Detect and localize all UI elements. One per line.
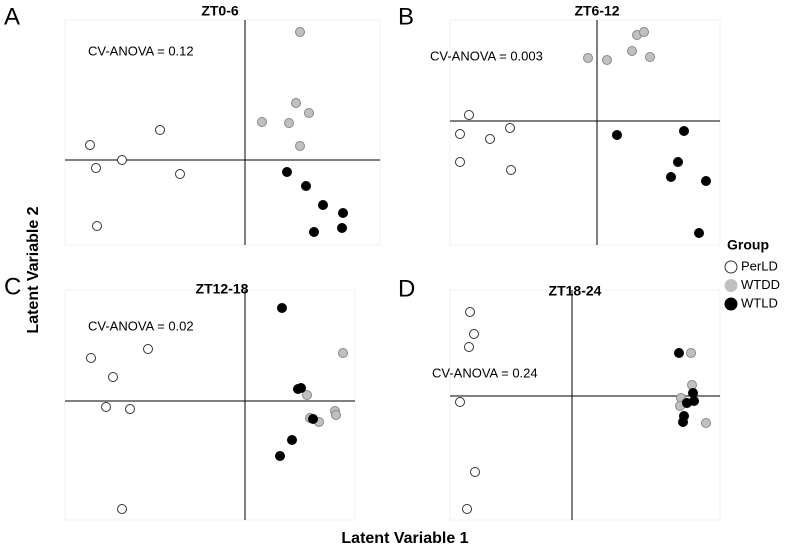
plot-area — [64, 19, 381, 246]
point — [86, 353, 96, 363]
point — [295, 141, 305, 151]
point — [682, 398, 692, 408]
point — [679, 126, 689, 136]
point — [485, 134, 495, 144]
panel-title: ZT0-6 — [201, 3, 239, 19]
point — [155, 125, 165, 135]
point — [694, 228, 704, 238]
point — [701, 418, 711, 428]
point — [304, 108, 314, 118]
point — [469, 329, 479, 339]
legend-marker — [724, 260, 738, 274]
point — [85, 140, 95, 150]
point — [257, 117, 267, 127]
point — [117, 155, 127, 165]
panel-letter: B — [398, 3, 414, 30]
annotation: CV-ANOVA = 0.12 — [88, 43, 194, 58]
point — [302, 390, 312, 400]
point — [287, 435, 297, 445]
point — [505, 123, 515, 133]
point — [602, 55, 612, 65]
panel-letter: C — [4, 273, 21, 300]
point — [470, 467, 480, 477]
panel-letter: A — [4, 3, 20, 30]
point — [338, 208, 348, 218]
point — [465, 307, 475, 317]
point — [301, 181, 311, 191]
point — [583, 53, 593, 63]
point — [686, 348, 696, 358]
point — [108, 372, 118, 382]
legend-marker — [724, 279, 738, 292]
point — [277, 303, 287, 313]
point — [282, 167, 292, 177]
panel-title: ZT18-24 — [549, 283, 602, 299]
point — [455, 397, 465, 407]
legend-title: Group — [727, 237, 769, 253]
x-axis-title: Latent Variable 1 — [341, 530, 468, 547]
point — [666, 172, 676, 182]
panel-title: ZT6-12 — [574, 3, 619, 19]
point — [117, 504, 127, 514]
point — [101, 402, 111, 412]
legend-label: WTLD — [741, 295, 778, 310]
plot-area — [64, 289, 356, 521]
point — [627, 46, 637, 56]
annotation: CV-ANOVA = 0.02 — [88, 318, 194, 333]
point — [125, 404, 135, 414]
point — [462, 504, 472, 514]
point — [92, 221, 102, 231]
point — [331, 410, 341, 420]
point — [275, 451, 285, 461]
point — [673, 157, 683, 167]
point — [318, 200, 328, 210]
point — [678, 417, 688, 427]
point — [464, 110, 474, 120]
annotation: CV-ANOVA = 0.24 — [432, 365, 538, 380]
point — [337, 223, 347, 233]
point — [455, 129, 465, 139]
point — [455, 157, 465, 167]
point — [308, 414, 318, 424]
point — [143, 344, 153, 354]
legend-marker — [724, 297, 738, 311]
legend-label: WTDD — [741, 277, 780, 292]
point — [296, 383, 306, 393]
plot-area — [449, 289, 721, 521]
point — [309, 227, 319, 237]
annotation: CV-ANOVA = 0.003 — [430, 48, 543, 63]
point — [645, 52, 655, 62]
point — [506, 165, 516, 175]
point — [175, 169, 185, 179]
legend-label: PerLD — [741, 258, 778, 273]
point — [284, 118, 294, 128]
y-axis-title: Latent Variable 2 — [25, 206, 42, 333]
point — [612, 130, 622, 140]
point — [291, 98, 301, 108]
point — [464, 342, 474, 352]
point — [639, 27, 649, 37]
point — [91, 163, 101, 173]
point — [674, 348, 684, 358]
point — [701, 176, 711, 186]
panel-letter: D — [398, 275, 415, 302]
point — [295, 27, 305, 37]
panel-title: ZT12-18 — [196, 281, 249, 297]
point — [338, 348, 348, 358]
